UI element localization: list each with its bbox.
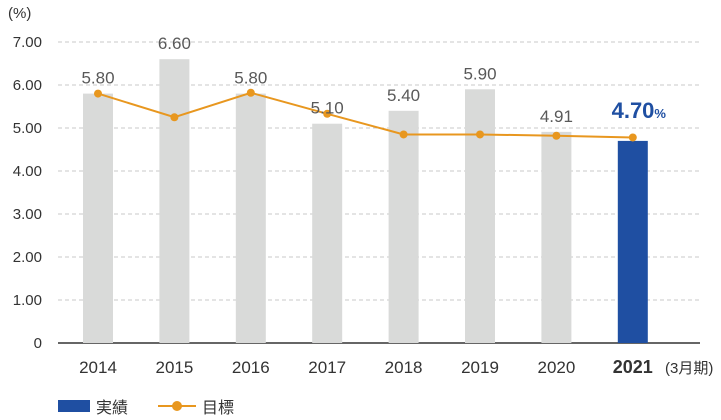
y-tick-label: 1.00	[13, 292, 42, 309]
target-line	[97, 91, 633, 139]
data-label: 5.80	[234, 69, 267, 88]
line-point	[628, 133, 637, 142]
bar	[465, 89, 495, 343]
data-label-highlight: 4.70%	[612, 98, 667, 123]
x-axis-note: (3月期)	[665, 360, 713, 377]
legend: 実績 目標	[58, 394, 264, 418]
legend-bar-swatch	[58, 400, 90, 412]
x-tick-label: 2014	[79, 358, 117, 377]
y-tick-label: 6.00	[13, 77, 42, 94]
legend-label-actual: 実績	[96, 400, 129, 417]
line-point	[246, 88, 255, 97]
target-line-series	[94, 88, 637, 142]
data-label: 5.10	[311, 99, 344, 118]
y-tick-label: 4.00	[13, 163, 42, 180]
data-label: 6.60	[158, 34, 191, 53]
line-point	[476, 130, 484, 139]
data-label: 5.90	[463, 64, 496, 83]
data-label: 5.40	[387, 86, 420, 105]
line-point	[323, 109, 332, 118]
bar	[83, 93, 113, 343]
y-tick-label: 0	[34, 335, 42, 352]
line-point	[399, 130, 408, 139]
legend-line-swatch	[158, 400, 197, 412]
gridlines	[58, 41, 700, 344]
y-tick-label: 3.00	[13, 206, 42, 223]
bar	[312, 123, 343, 343]
x-tick-label: 2017	[308, 358, 346, 377]
y-unit-label: (%)	[8, 5, 31, 22]
line-point	[552, 131, 561, 140]
legend-item-actual: 実績	[58, 394, 128, 418]
x-tick-label: 2021	[613, 357, 653, 377]
bar	[388, 110, 419, 343]
x-tick-label: 2020	[537, 358, 575, 377]
data-label-unit: %	[654, 106, 666, 121]
y-tick-label: 5.00	[13, 120, 42, 137]
y-tick-label: 7.00	[13, 34, 42, 51]
bar	[159, 59, 190, 343]
line-point	[170, 113, 179, 122]
data-labels: 5.80 6.60 5.80 5.10 5.40 5.90 4.91 4.70%	[81, 34, 666, 126]
y-axis-ticks: 7.00 6.00 5.00 4.00 3.00 2.00 1.00 0	[13, 34, 42, 352]
legend-item-target: 目標	[158, 394, 234, 418]
bar	[617, 140, 648, 343]
legend-label-target: 目標	[202, 400, 235, 417]
line-point	[94, 89, 102, 98]
bar	[541, 131, 572, 343]
x-tick-label: 2018	[385, 358, 423, 377]
bar	[235, 93, 266, 343]
y-tick-label: 2.00	[13, 249, 42, 266]
x-axis-ticks: 2014 2015 2016 2017 2018 2019 2020 2021	[79, 357, 653, 377]
x-tick-label: 2016	[232, 358, 270, 377]
data-label: 5.80	[81, 69, 114, 88]
x-tick-label: 2015	[155, 358, 193, 377]
bar-series	[83, 59, 648, 343]
chart: (%) 7.00 6.00 5.00 4.00 3.00 2.00 1.00 0 5.80 6.…	[8, 5, 713, 377]
x-tick-label: 2019	[461, 358, 499, 377]
data-label: 4.91	[540, 107, 573, 126]
